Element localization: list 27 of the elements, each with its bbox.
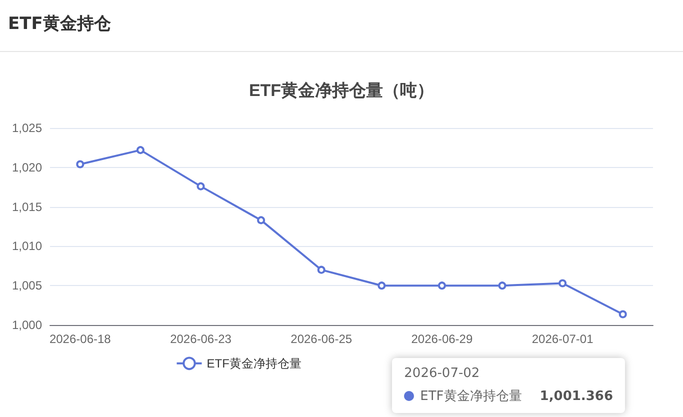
text: ETF黄金净持仓量 [420, 389, 522, 404]
point [136, 146, 144, 154]
x-tick-label: 2026-07-01 [532, 332, 594, 346]
x-tick-label: 2026-06-23 [170, 332, 232, 346]
y-tick-label: 1,000 [12, 318, 42, 332]
point [196, 182, 205, 190]
point [558, 279, 567, 288]
chart-title: ETF黄金净持仓量（吨） [248, 81, 434, 100]
point [438, 282, 446, 290]
x-tick-label: 2026-06-29 [411, 332, 473, 346]
legend-label: ETF黄金净持仓量 [206, 356, 302, 370]
text: 1,001.366 [540, 388, 613, 404]
x-tick-label: 2026-06-25 [290, 332, 352, 346]
y-tick-label: 1,025 [12, 121, 42, 135]
chart-subtitle: ETF黄金持仓 [8, 13, 111, 35]
y-tick-label: 1,015 [12, 200, 42, 214]
y-tick-label: 1,010 [12, 239, 42, 254]
point [498, 282, 506, 290]
text: 2026-07-02 [404, 366, 481, 381]
point [76, 160, 84, 168]
point [317, 266, 326, 274]
y-tick-label: 1,020 [12, 160, 42, 174]
x-tick-label: 2026-06-18 [49, 332, 112, 346]
point [378, 282, 386, 290]
y-tick-label: 1,005 [12, 278, 42, 293]
point [257, 216, 266, 224]
point [618, 310, 627, 318]
